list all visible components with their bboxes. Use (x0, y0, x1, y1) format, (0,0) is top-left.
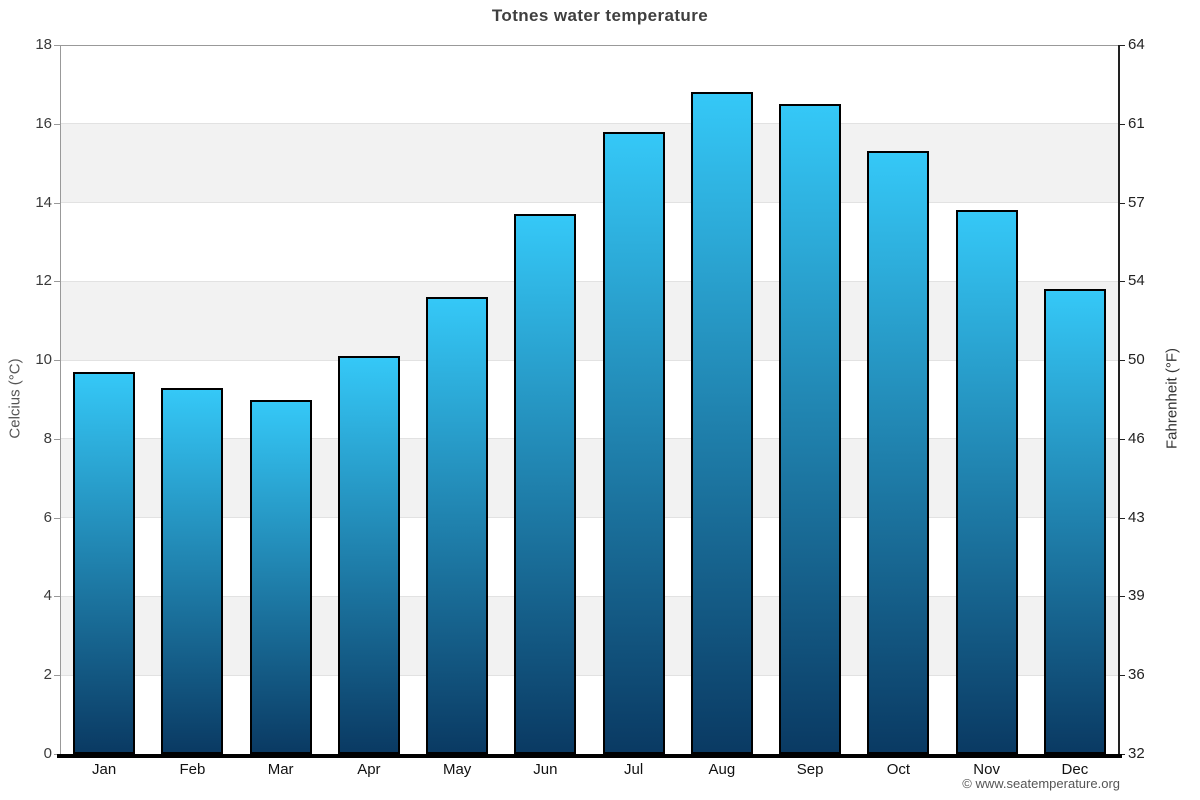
y-tick-label-left: 16 (35, 114, 52, 132)
y-gridline (60, 123, 1119, 125)
x-tick-label-may: May (442, 761, 472, 778)
y-tick-label-left: 12 (35, 272, 52, 290)
x-tick-label-jun: Jun (533, 761, 558, 778)
bar-mar[interactable] (249, 399, 312, 754)
x-tick-label-oct: Oct (886, 761, 911, 778)
x-tick-label-nov: Nov (973, 761, 1000, 778)
y-tick-mark-right (1119, 517, 1125, 519)
chart-title: Totnes water temperature (491, 6, 709, 25)
y-tick-mark-left (54, 517, 60, 519)
plot-band (60, 596, 1119, 676)
plot-band (60, 281, 1119, 361)
bar-feb[interactable] (161, 387, 224, 754)
bar-apr[interactable] (337, 356, 400, 754)
y-tick-mark-right (1119, 202, 1125, 204)
y-gridline (60, 44, 1119, 46)
y-tick-label-right: 61 (1128, 114, 1145, 132)
y-tick-mark-right (1119, 438, 1125, 440)
y-tick-mark-left (54, 123, 60, 125)
y-tick-label-left: 2 (43, 666, 52, 684)
y-tick-label-left: 18 (35, 36, 52, 53)
y-tick-mark-right (1119, 754, 1125, 755)
y-tick-label-left: 14 (35, 193, 52, 211)
y-tick-mark-left (54, 360, 60, 362)
y-tick-label-right: 36 (1128, 666, 1145, 684)
x-tick-label-apr: Apr (357, 761, 381, 778)
y-tick-mark-left (54, 202, 60, 204)
bar-aug[interactable] (690, 92, 753, 754)
y-tick-mark-right (1119, 123, 1125, 125)
x-tick-label-jan: Jan (92, 761, 117, 778)
y-tick-label-left: 10 (35, 351, 52, 369)
y-tick-label-left: 0 (43, 745, 52, 762)
bar-sep[interactable] (779, 104, 842, 754)
y-axis-line-right (1118, 45, 1120, 754)
copyright-credit[interactable]: © www.seatemperature.org (962, 776, 1120, 791)
plot-band (60, 123, 1119, 203)
y-gridline (60, 280, 1119, 282)
y-tick-label-left: 8 (43, 429, 52, 447)
y-tick-mark-right (1119, 281, 1125, 283)
y-tick-label-right: 50 (1128, 351, 1145, 369)
y-tick-label-right: 54 (1128, 272, 1145, 290)
x-tick-label-sep: Sep (796, 761, 824, 778)
y-tick-mark-left (54, 45, 60, 46)
y-gridline (60, 595, 1119, 597)
bar-jan[interactable] (73, 371, 136, 754)
y-tick-label-left: 6 (43, 508, 52, 526)
x-tick-label-mar: Mar (267, 761, 294, 778)
y-gridline (60, 438, 1119, 440)
y-tick-mark-right (1119, 45, 1125, 46)
bar-may[interactable] (426, 297, 489, 754)
x-tick-label-dec: Dec (1061, 761, 1089, 778)
y-gridline (60, 674, 1119, 676)
y-tick-label-right: 46 (1128, 429, 1145, 447)
y-tick-label-right: 57 (1128, 193, 1145, 211)
bar-dec[interactable] (1043, 289, 1106, 754)
y-tick-label-right: 64 (1128, 36, 1145, 53)
y-tick-mark-left (54, 438, 60, 440)
x-tick-label-aug: Aug (708, 761, 736, 778)
y-tick-label-left: 4 (43, 587, 52, 605)
y-tick-mark-right (1119, 360, 1125, 362)
y-gridline (60, 359, 1119, 361)
y-axis-line-left (60, 45, 61, 754)
y-tick-mark-right (1119, 675, 1125, 677)
x-axis-line (57, 754, 1122, 758)
y-tick-mark-left (54, 281, 60, 283)
bar-nov[interactable] (955, 210, 1018, 754)
x-tick-label-jul: Jul (624, 761, 644, 778)
y-tick-mark-left (54, 675, 60, 677)
y-tick-label-right: 32 (1128, 745, 1145, 762)
bar-jun[interactable] (514, 214, 577, 754)
y-gridline (60, 517, 1119, 519)
x-tick-label-feb: Feb (179, 761, 206, 778)
y-tick-label-right: 43 (1128, 508, 1145, 526)
y-tick-mark-left (54, 596, 60, 598)
bar-oct[interactable] (867, 151, 930, 754)
plot-band (60, 438, 1119, 518)
y-tick-mark-right (1119, 596, 1125, 598)
y-tick-label-right: 39 (1128, 587, 1145, 605)
bar-jul[interactable] (602, 131, 665, 754)
y-gridline (60, 202, 1119, 204)
